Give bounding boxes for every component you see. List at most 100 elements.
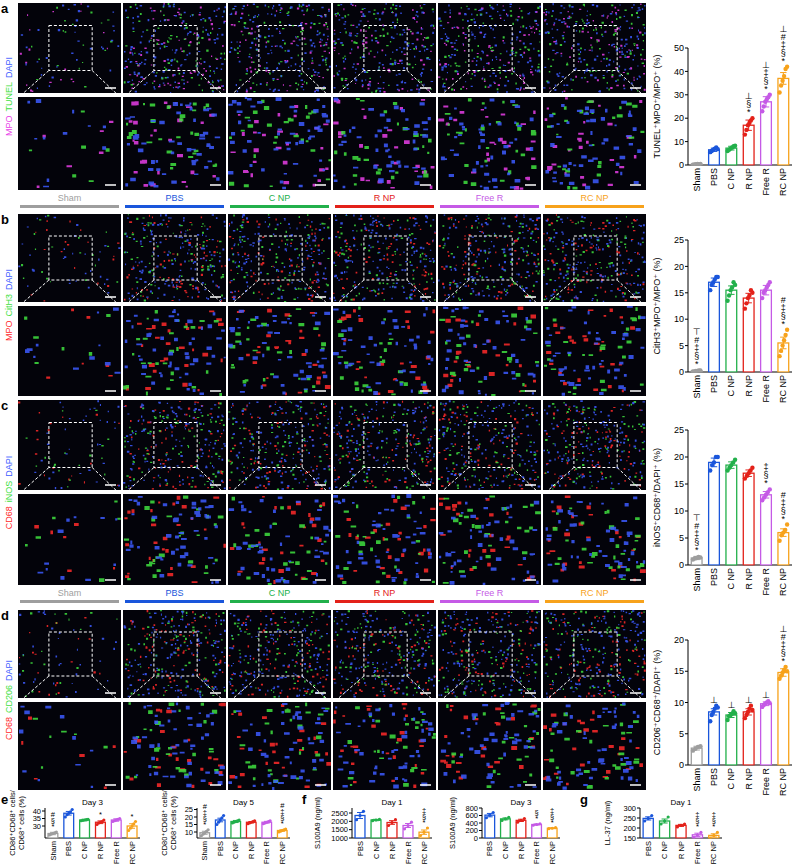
zoom-box xyxy=(469,236,512,280)
scale-bar xyxy=(315,484,326,486)
y-tick-label: 300 xyxy=(623,804,636,813)
cell-signal xyxy=(442,306,539,395)
x-tick-label: RC NP xyxy=(778,168,788,196)
cell-signal xyxy=(18,216,120,294)
y-tick-label: 20 xyxy=(674,113,684,123)
data-point xyxy=(785,522,789,526)
y-tick xyxy=(349,829,352,830)
cell-signal xyxy=(438,4,541,93)
bar xyxy=(709,282,720,372)
cell-signal xyxy=(228,401,330,490)
cell-signal xyxy=(124,703,226,788)
micrograph xyxy=(333,3,436,93)
error-bar xyxy=(389,821,395,825)
data-point xyxy=(783,528,787,532)
data-point xyxy=(500,819,503,822)
scale-bar xyxy=(420,296,431,298)
scale-bar xyxy=(630,184,641,186)
x-axis xyxy=(688,372,792,373)
image-panel: aMPOTUNELDAPI xyxy=(1,1,646,190)
scale-bar xyxy=(525,579,536,581)
zoom-box xyxy=(49,236,92,280)
micrograph-zoom xyxy=(18,306,121,396)
zoom-box xyxy=(364,236,407,280)
group-color-bar xyxy=(335,600,434,603)
cell-signal xyxy=(438,611,540,697)
y-tick-label: 25 xyxy=(674,235,684,245)
y-tick xyxy=(42,811,45,812)
data-point xyxy=(777,539,781,543)
micrograph xyxy=(438,610,541,698)
panel-label: b xyxy=(1,212,9,227)
group-header: Free R xyxy=(476,193,504,203)
y-axis-label: TUNEL⁺MPO⁺/MPO⁺ (%) xyxy=(652,55,662,159)
scale-bar xyxy=(210,484,221,486)
zoom-box xyxy=(154,26,197,71)
data-point xyxy=(554,826,557,829)
scale-bar xyxy=(420,784,431,786)
group-color-bar xyxy=(20,205,119,208)
data-point xyxy=(683,822,686,825)
data-point xyxy=(716,455,720,459)
scale-bar xyxy=(420,390,431,392)
y-tick xyxy=(349,838,352,839)
cell-signal xyxy=(443,307,536,393)
error-bar xyxy=(421,830,427,834)
data-point xyxy=(725,299,729,303)
stain-name: MPO xyxy=(4,116,14,137)
stain-name: MPO xyxy=(4,321,14,342)
cell-signal xyxy=(545,101,641,190)
x-tick-label: Sham xyxy=(200,841,209,861)
data-point xyxy=(485,816,488,819)
data-point xyxy=(698,368,702,372)
zoom-box xyxy=(259,632,302,676)
y-tick-label: 5 xyxy=(679,341,684,351)
zoom-box xyxy=(49,632,92,676)
group-color-bar xyxy=(20,600,119,603)
scale-bar xyxy=(210,87,221,89)
data-point xyxy=(760,296,764,300)
scale-bar xyxy=(420,579,431,581)
y-tick-label: 200 xyxy=(623,824,636,833)
cell-signal xyxy=(544,307,644,395)
data-point xyxy=(777,90,781,94)
stain-name: CD68 xyxy=(4,506,14,529)
scale-bar xyxy=(315,87,326,89)
zoom-box xyxy=(364,26,407,71)
significance-mark: * xyxy=(99,810,102,819)
scale-bar xyxy=(105,184,116,186)
y-tick xyxy=(685,671,688,672)
error-bar xyxy=(662,819,668,823)
zoom-line xyxy=(512,71,540,98)
zoom-line xyxy=(229,280,259,306)
chart: Day 5CD80⁺CD68⁺ cells/CD68⁺ cells (%)101… xyxy=(160,789,290,864)
data-point xyxy=(768,487,772,491)
x-axis xyxy=(688,165,792,166)
micrograph-zoom xyxy=(543,97,646,190)
x-tick-label: Sham xyxy=(692,768,702,792)
zoom-line xyxy=(544,468,574,495)
y-axis-label: CD206⁺CD68⁺/DAPI⁺ (%) xyxy=(652,650,662,755)
x-tick-label: R NP xyxy=(96,841,105,859)
cell-signal xyxy=(544,610,646,698)
cell-signal xyxy=(46,308,113,378)
zoom-line xyxy=(334,468,364,495)
zoom-line xyxy=(439,280,469,306)
cell-signal xyxy=(125,102,220,188)
scale-bar xyxy=(630,296,641,298)
micrograph xyxy=(123,214,226,302)
x-tick-label: C NP xyxy=(726,768,736,790)
y-tick xyxy=(637,818,640,819)
group-header: C NP xyxy=(269,588,291,598)
y-tick-label: 40 xyxy=(674,67,684,77)
data-point xyxy=(716,275,720,279)
data-point xyxy=(507,816,510,819)
zoom-line xyxy=(124,280,154,306)
cell-signal xyxy=(543,214,644,301)
significance-mark: * xyxy=(782,514,786,524)
bar xyxy=(96,822,106,838)
zoom-box xyxy=(49,26,92,71)
y-tick-label: 10 xyxy=(674,137,684,147)
zoom-line xyxy=(512,280,540,306)
zoom-box xyxy=(469,632,512,676)
